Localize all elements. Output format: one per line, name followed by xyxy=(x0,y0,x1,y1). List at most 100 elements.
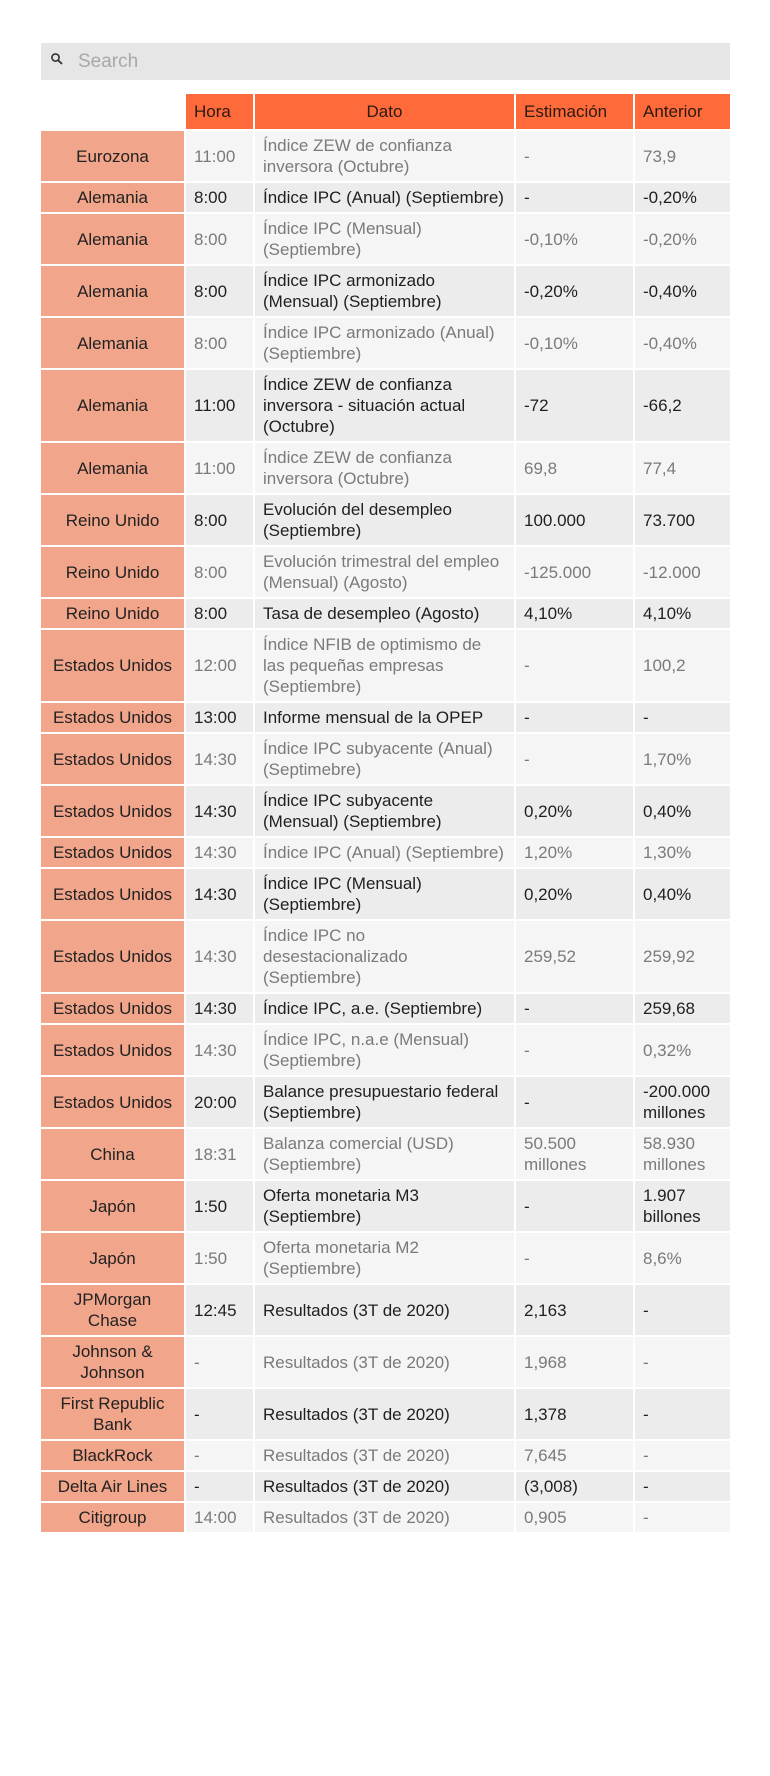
time-cell: 14:30 xyxy=(184,784,254,837)
event-cell: Oferta monetaria M2 (Septiembre) xyxy=(253,1231,515,1284)
event-cell: Resultados (3T de 2020) xyxy=(253,1501,515,1532)
time-cell: 12:45 xyxy=(184,1283,254,1336)
country-cell: BlackRock xyxy=(41,1439,185,1471)
event-cell: Índice IPC armonizado (Anual) (Septiembr… xyxy=(253,316,515,369)
country-cell: China xyxy=(41,1127,185,1180)
forecast-cell: - xyxy=(514,129,634,182)
economic-calendar-table: Hora Dato Estimación Anterior Eurozona 11… xyxy=(41,94,730,1532)
forecast-cell: 1,968 xyxy=(514,1335,634,1388)
table-row: Japón 1:50 Oferta monetaria M2 (Septiembre… xyxy=(41,1231,730,1284)
forecast-cell: - xyxy=(514,992,634,1024)
table-row: Citigroup 14:00 Resultados (3T de 2020) 0,9… xyxy=(41,1501,730,1532)
time-cell: - xyxy=(184,1470,254,1502)
country-cell: Estados Unidos xyxy=(41,919,185,993)
time-cell: 14:30 xyxy=(184,867,254,920)
event-cell: Índice IPC armonizado (Mensual) (Septiem… xyxy=(253,264,515,317)
event-cell: Índice IPC, n.a.e (Mensual) (Septiembre) xyxy=(253,1023,515,1076)
header-forecast[interactable]: Estimación xyxy=(514,94,634,130)
previous-cell: - xyxy=(633,701,730,733)
previous-cell: 73,9 xyxy=(633,129,730,182)
country-cell: Alemania xyxy=(41,441,185,494)
forecast-cell: 259,52 xyxy=(514,919,634,993)
forecast-cell: - xyxy=(514,701,634,733)
event-cell: Índice NFIB de optimismo de las pequeñas… xyxy=(253,628,515,702)
table-row: First Republic Bank - Resultados (3T de 20… xyxy=(41,1387,730,1440)
event-cell: Índice IPC subyacente (Mensual) (Septiem… xyxy=(253,784,515,837)
table-row: China 18:31 Balanza comercial (USD) (Septi… xyxy=(41,1127,730,1180)
table-header-row: Hora Dato Estimación Anterior xyxy=(41,94,730,130)
table-row: Delta Air Lines - Resultados (3T de 2020)(… xyxy=(41,1470,730,1502)
header-blank-cell xyxy=(41,94,185,130)
event-cell: Resultados (3T de 2020) xyxy=(253,1387,515,1440)
previous-cell: -0,20% xyxy=(633,181,730,213)
event-cell: Índice IPC, a.e. (Septiembre) xyxy=(253,992,515,1024)
event-cell: Evolución trimestral del empleo (Mensual… xyxy=(253,545,515,598)
forecast-cell: 4,10% xyxy=(514,597,634,629)
previous-cell: 0,32% xyxy=(633,1023,730,1076)
country-cell: Citigroup xyxy=(41,1501,185,1532)
forecast-cell: -125.000 xyxy=(514,545,634,598)
event-cell: Índice ZEW de confianza inversora (Octub… xyxy=(253,129,515,182)
table-row: Japón 1:50 Oferta monetaria M3 (Septiembre… xyxy=(41,1179,730,1232)
previous-cell: -12.000 xyxy=(633,545,730,598)
country-cell: Reino Unido xyxy=(41,545,185,598)
previous-cell: 0,40% xyxy=(633,867,730,920)
forecast-cell: 2,163 xyxy=(514,1283,634,1336)
event-cell: Índice ZEW de confianza inversora - situ… xyxy=(253,368,515,442)
forecast-cell: - xyxy=(514,732,634,785)
country-cell: Reino Unido xyxy=(41,493,185,546)
country-cell: Estados Unidos xyxy=(41,836,185,868)
header-previous[interactable]: Anterior xyxy=(633,94,730,130)
previous-cell: -66,2 xyxy=(633,368,730,442)
forecast-cell: 0,905 xyxy=(514,1501,634,1532)
forecast-cell: - xyxy=(514,628,634,702)
event-cell: Resultados (3T de 2020) xyxy=(253,1470,515,1502)
table-row: Estados Unidos 20:00 Balance presupuestari… xyxy=(41,1075,730,1128)
previous-cell: 77,4 xyxy=(633,441,730,494)
search-input[interactable] xyxy=(76,49,700,74)
event-cell: Índice IPC no desestacionalizado (Septie… xyxy=(253,919,515,993)
country-cell: JPMorgan Chase xyxy=(41,1283,185,1336)
header-time[interactable]: Hora xyxy=(184,94,254,130)
previous-cell: 1,30% xyxy=(633,836,730,868)
time-cell: - xyxy=(184,1335,254,1388)
forecast-cell: - xyxy=(514,1075,634,1128)
event-cell: Evolución del desempleo (Septiembre) xyxy=(253,493,515,546)
previous-cell: -200.000 millones xyxy=(633,1075,730,1128)
header-event[interactable]: Dato xyxy=(253,94,515,130)
previous-cell: 73.700 xyxy=(633,493,730,546)
forecast-cell: - xyxy=(514,181,634,213)
event-cell: Índice IPC (Mensual) (Septiembre) xyxy=(253,867,515,920)
time-cell: 14:30 xyxy=(184,992,254,1024)
previous-cell: 1.907 billones xyxy=(633,1179,730,1232)
table-row: JPMorgan Chase 12:45 Resultados (3T de 202… xyxy=(41,1283,730,1336)
forecast-cell: - xyxy=(514,1179,634,1232)
previous-cell: - xyxy=(633,1387,730,1440)
forecast-cell: 100.000 xyxy=(514,493,634,546)
time-cell: 8:00 xyxy=(184,181,254,213)
event-cell: Resultados (3T de 2020) xyxy=(253,1335,515,1388)
previous-cell: 8,6% xyxy=(633,1231,730,1284)
forecast-cell: 1,378 xyxy=(514,1387,634,1440)
time-cell: 11:00 xyxy=(184,129,254,182)
previous-cell: 58.930 millones xyxy=(633,1127,730,1180)
country-cell: Johnson & Johnson xyxy=(41,1335,185,1388)
time-cell: 1:50 xyxy=(184,1231,254,1284)
event-cell: Índice IPC (Mensual) (Septiembre) xyxy=(253,212,515,265)
time-cell: 11:00 xyxy=(184,368,254,442)
forecast-cell: 0,20% xyxy=(514,784,634,837)
table-row: Alemania 8:00 Índice IPC armonizado (Mensu… xyxy=(41,264,730,317)
forecast-cell: -0,10% xyxy=(514,212,634,265)
country-cell: Estados Unidos xyxy=(41,867,185,920)
country-cell: Alemania xyxy=(41,181,185,213)
previous-cell: - xyxy=(633,1283,730,1336)
table-row: Estados Unidos 13:00 Informe mensual de la… xyxy=(41,701,730,733)
previous-cell: -0,20% xyxy=(633,212,730,265)
forecast-cell: 7,645 xyxy=(514,1439,634,1471)
country-cell: Alemania xyxy=(41,368,185,442)
table-row: Estados Unidos 14:30 Índice IPC (Mensual) … xyxy=(41,867,730,920)
country-cell: Delta Air Lines xyxy=(41,1470,185,1502)
time-cell: 13:00 xyxy=(184,701,254,733)
previous-cell: 1,70% xyxy=(633,732,730,785)
forecast-cell: -72 xyxy=(514,368,634,442)
